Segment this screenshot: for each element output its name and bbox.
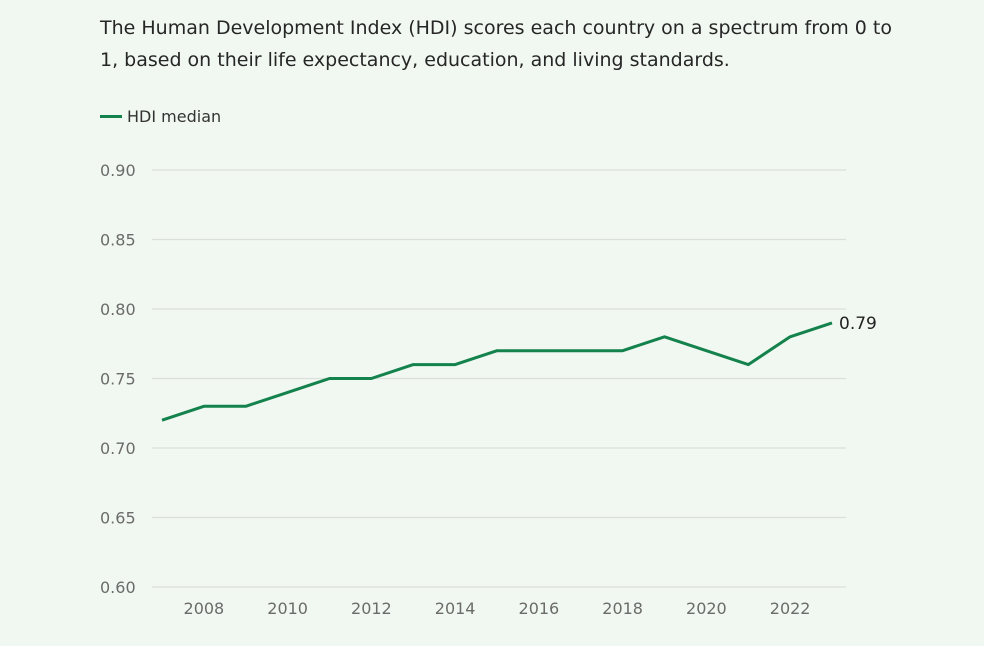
y-tick-label: 0.80 xyxy=(100,300,136,319)
chart-description: The Human Development Index (HDI) scores… xyxy=(100,17,892,71)
x-tick-label: 2010 xyxy=(267,599,308,618)
y-tick-label: 0.90 xyxy=(100,161,136,180)
series-line-hdi-median xyxy=(161,321,833,422)
end-value-label: 0.79 xyxy=(839,314,877,334)
x-tick-label: 2022 xyxy=(770,599,811,618)
y-tick-label: 0.60 xyxy=(100,578,136,597)
y-tick-label: 0.70 xyxy=(100,439,136,458)
x-tick-label: 2008 xyxy=(184,599,225,618)
x-tick-label: 2018 xyxy=(602,599,643,618)
x-tick-label: 2020 xyxy=(686,599,727,618)
x-tick-label: 2016 xyxy=(519,599,560,618)
x-tick-label: 2014 xyxy=(435,599,476,618)
legend: HDI median xyxy=(100,107,221,126)
y-tick-label: 0.75 xyxy=(100,370,136,389)
legend-label: HDI median xyxy=(127,107,222,126)
x-tick-label: 2012 xyxy=(351,599,392,618)
y-tick-label: 0.65 xyxy=(100,509,136,528)
y-tick-label: 0.85 xyxy=(100,231,136,250)
legend-line-swatch xyxy=(100,115,122,118)
